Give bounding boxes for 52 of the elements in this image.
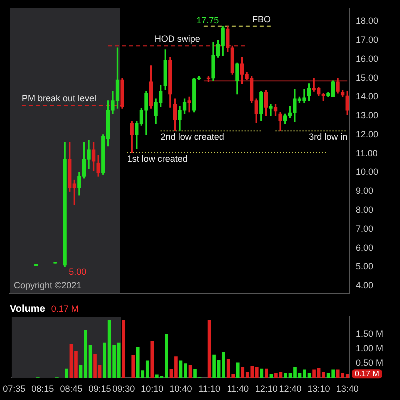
x-tick-label: 10:40 [170, 384, 192, 394]
x-tick-label: 08:15 [32, 384, 54, 394]
bar [208, 320, 212, 378]
x-tick-label: 11:10 [198, 384, 220, 394]
y-tick-label: 11.00 [356, 148, 378, 158]
x-tick-label: 11:40 [227, 384, 250, 394]
text: 0.17 M [51, 304, 79, 314]
y-tick-label: 15.00 [356, 72, 379, 83]
y-tick-label: 1.00 M [356, 344, 384, 354]
x-tick-label: 08:45 [60, 384, 83, 394]
bar [65, 368, 68, 378]
y-tick-label: 12.00 [356, 129, 379, 140]
bar [150, 341, 154, 378]
x-tick-label: 13:10 [308, 384, 330, 394]
y-tick-label: 5.00 [356, 262, 374, 272]
y-tick-label: 8.00 [356, 204, 374, 215]
y-tick-label: 16.00 [356, 54, 379, 64]
x-tick-label: 10:10 [141, 384, 164, 394]
y-tick-label: 10.00 [356, 167, 379, 178]
bar [122, 320, 126, 378]
annotation: Copyright ©2021 [14, 280, 82, 291]
y-tick-label: 9.00 [356, 186, 374, 196]
annotation: 17.75 [196, 15, 220, 26]
text: 0.17 M [355, 369, 380, 378]
series-label: 2nd low created [160, 132, 224, 142]
series-label: PM break out level [22, 94, 97, 104]
x-tick-label: 09:30 [112, 384, 136, 394]
candlestick [269, 104, 273, 116]
y-tick-label: 13.00 [356, 110, 379, 121]
candlestick [188, 96, 192, 113]
x-tick-label: 07:35 [3, 384, 26, 394]
x-tick-label: 12:40 [279, 384, 302, 394]
bar [236, 362, 240, 378]
series-label: HOD swipe [154, 34, 200, 44]
series-label: 3rd low in [309, 132, 348, 142]
x-tick-label: 09:15 [88, 384, 112, 394]
series-label: 1st low created [127, 154, 188, 164]
series-label: FBO [252, 14, 271, 24]
x-tick-label: 13:40 [336, 384, 359, 394]
chart-title: Volume [10, 304, 46, 315]
y-tick-label: 17.00 [356, 34, 379, 45]
y-tick-label: 1.50 M [356, 328, 384, 339]
y-tick-label: 4.00 [356, 280, 374, 291]
bar [265, 368, 268, 378]
x-tick-label: 12:10 [255, 384, 278, 394]
annotation: 5.00 [69, 267, 87, 278]
y-tick-label: 0.50 M [356, 358, 384, 368]
y-tick-label: 6.00 [356, 242, 374, 253]
y-tick-label: 14.00 [356, 92, 379, 102]
bar [132, 355, 136, 378]
y-tick-label: 18.00 [356, 16, 379, 26]
y-tick-label: 7.00 [356, 224, 374, 234]
